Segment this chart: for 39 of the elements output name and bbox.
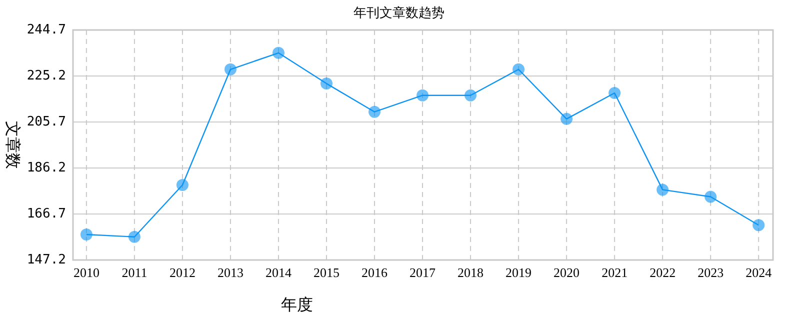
x-tick-label: 2024: [746, 265, 772, 280]
x-tick-label: 2020: [554, 265, 580, 280]
point: [464, 89, 477, 102]
point: [272, 46, 284, 59]
point: [512, 63, 525, 76]
x-tick-label: 2011: [122, 265, 148, 280]
x-axis-title: 年度: [281, 296, 313, 314]
y-tick-label: 147.2: [26, 252, 66, 268]
point: [656, 184, 669, 196]
point: [224, 63, 236, 76]
point: [752, 219, 765, 232]
y-tick-label: 186.2: [26, 160, 66, 176]
point: [368, 106, 381, 118]
y-tick-label: 225.2: [26, 68, 66, 84]
chart-title: 年刊文章数趋势: [354, 5, 444, 20]
x-tick-label: 2015: [314, 265, 340, 280]
point: [176, 178, 188, 191]
point: [704, 190, 717, 203]
point: [560, 112, 573, 125]
point: [416, 89, 429, 102]
x-tick-label: 2010: [73, 265, 100, 280]
x-tick-label: 2018: [458, 265, 484, 280]
point: [320, 78, 332, 90]
x-tick-label: 2017: [410, 265, 436, 280]
y-tick-label: 244.7: [26, 22, 66, 38]
y-axis-title: 文章数: [4, 121, 22, 169]
x-tick-label: 2019: [506, 265, 532, 280]
y-tick-label: 205.7: [26, 114, 66, 130]
x-tick-label: 2023: [698, 265, 724, 280]
x-tick-label: 2012: [169, 265, 196, 280]
x-tick-label: 2013: [217, 265, 244, 280]
point: [128, 230, 140, 243]
point: [80, 228, 92, 241]
point: [608, 86, 621, 99]
x-tick-label: 2014: [265, 265, 292, 280]
x-tick-label: 2021: [602, 265, 628, 280]
x-tick-label: 2022: [650, 265, 676, 280]
x-tick-label: 2016: [362, 265, 388, 280]
y-tick-label: 166.7: [26, 206, 66, 222]
